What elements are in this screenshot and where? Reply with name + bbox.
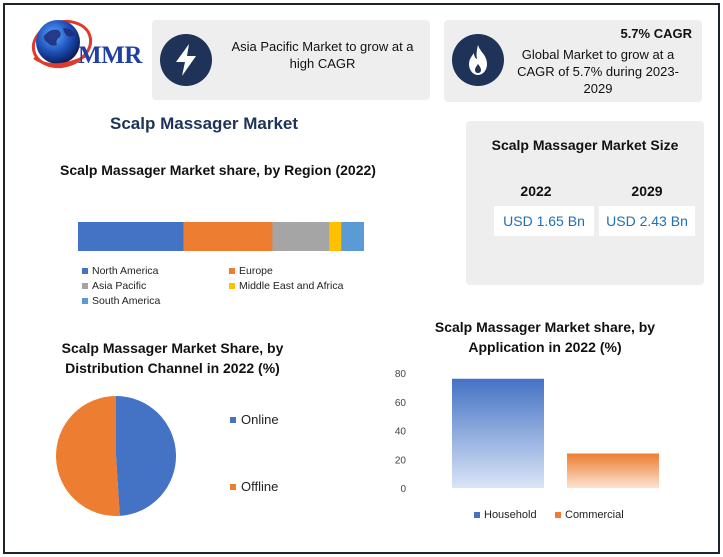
pie-slice-offline [56, 396, 120, 516]
market-size-panel: Scalp Massager Market Size 2022 2029 USD… [466, 121, 704, 285]
legend-commercial-label: Commercial [565, 509, 624, 521]
distribution-pie [56, 396, 177, 516]
region-chart-title: Scalp Massager Market share, by Region (… [60, 162, 376, 178]
legend-household-label: Household [484, 509, 537, 521]
market-title: Scalp Massager Market [110, 114, 299, 133]
bar-commercial [567, 453, 659, 488]
asia-pacific-banner: Asia Pacific Market to grow at a high CA… [152, 20, 430, 100]
year-2029: 2029 [631, 183, 663, 199]
legend-commercial: Commercial [555, 509, 624, 521]
value-2029: USD 2.43 Bn [599, 206, 695, 236]
legend-europe: Europe [229, 265, 273, 277]
legend-label: Asia Pacific [92, 280, 147, 292]
mmr-logo: MMR [30, 14, 145, 76]
legend-swatch [229, 283, 235, 289]
pie-slice-online [116, 396, 177, 516]
legend-offline: Offline [230, 479, 278, 494]
legend-asia-pacific: Asia Pacific [82, 280, 146, 292]
value-2022: USD 1.65 Bn [494, 206, 594, 236]
globe-icon [31, 19, 93, 69]
legend-offline-swatch [230, 483, 236, 490]
logo-text: MMR [78, 42, 142, 69]
legend-swatch [229, 268, 235, 274]
y-tick-label: 80 [395, 369, 407, 380]
legend-household: Household [474, 509, 537, 521]
region-segment-europe [183, 222, 273, 251]
application-bar-chart: 0 20 40 60 80 [395, 369, 659, 495]
application-chart-title: Scalp Massager Market share, by Applicat… [434, 319, 656, 355]
flame-icon [452, 34, 504, 86]
y-tick-label: 40 [395, 427, 407, 438]
legend-household-swatch [474, 512, 480, 518]
global-cagr-text: Global Market to grow at a CAGR of 5.7% … [517, 47, 679, 96]
legend-online: Online [230, 412, 279, 427]
legend-label: Middle East and Africa [239, 280, 344, 292]
legend-commercial-swatch [555, 512, 561, 518]
legend-online-label: Online [241, 412, 279, 427]
legend-swatch [82, 268, 88, 274]
y-tick-label: 20 [395, 455, 407, 466]
legend-south-america: South America [82, 295, 160, 307]
y-tick-label: 0 [400, 484, 406, 495]
region-stacked-bar [78, 222, 364, 251]
asia-pacific-text: Asia Pacific Market to grow at a high CA… [231, 39, 414, 71]
cagr-label: 5.7% CAGR [620, 26, 692, 41]
legend-middle-east-and-africa: Middle East and Africa [229, 280, 343, 292]
region-segment-middle-east-and-africa [329, 222, 342, 251]
legend-label: Europe [239, 265, 273, 277]
region-segment-asia-pacific [272, 222, 330, 251]
lightning-icon [160, 34, 212, 86]
y-tick-label: 60 [395, 398, 407, 409]
region-segment-south-america [341, 222, 364, 251]
legend-north-america: North America [82, 265, 159, 277]
legend-offline-label: Offline [241, 479, 279, 494]
distribution-chart-title: Scalp Massager Market Share, by Distribu… [61, 340, 284, 376]
legend-online-swatch [230, 416, 236, 423]
global-cagr-banner: 5.7% CAGR Global Market to grow at a CAG… [444, 20, 702, 102]
legend-swatch [82, 298, 88, 304]
legend-label: South America [92, 295, 161, 307]
legend-swatch [82, 283, 88, 289]
region-segment-north-america [78, 222, 184, 251]
market-size-title: Scalp Massager Market Size [491, 137, 679, 153]
legend-label: North America [92, 265, 159, 277]
year-2022: 2022 [520, 183, 552, 199]
bar-household [452, 378, 544, 488]
